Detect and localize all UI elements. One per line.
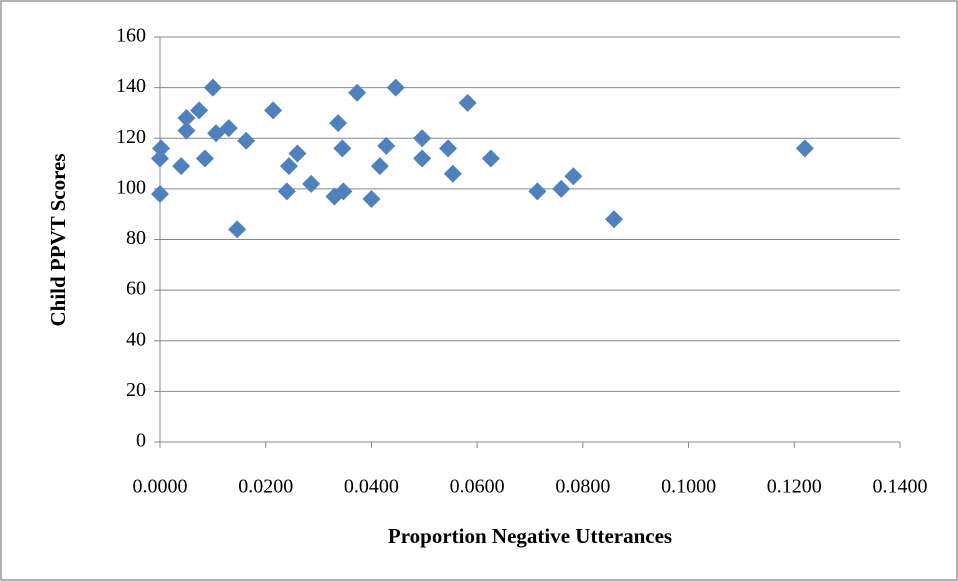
y-tick-label: 100 [116,176,146,198]
point [177,121,196,140]
point [279,157,298,176]
point [190,101,209,120]
point [605,210,624,229]
point [288,144,307,163]
point [277,182,296,201]
point [439,139,458,158]
point [528,182,547,201]
point [348,83,367,102]
x-tick-label: 0.0800 [555,476,610,498]
x-axis-title: Proportion Negative Utterances [388,524,672,548]
point [377,136,396,155]
x-tick-label: 0.1400 [873,476,928,498]
point [228,220,247,239]
point [362,190,381,208]
point [195,149,214,168]
y-tick-label: 140 [116,75,146,97]
point [219,119,238,138]
point [481,149,500,168]
point [172,157,191,176]
x-tick-label: 0.0600 [450,476,505,498]
y-tick-label: 40 [126,328,146,350]
x-tick-label: 0.1000 [661,476,716,498]
point [413,149,432,168]
point [264,101,283,120]
x-tick-label: 0.0000 [133,476,188,498]
y-tick-label: 120 [116,126,146,148]
point [177,109,196,127]
point [302,174,321,193]
y-tick-label: 60 [126,278,146,300]
x-tick-label: 0.0200 [238,476,293,498]
point [329,114,348,133]
y-tick-label: 160 [116,25,146,47]
point [443,164,462,183]
point [151,149,169,168]
point [370,157,389,176]
point [795,139,814,158]
point [334,182,353,201]
y-tick-label: 20 [126,379,146,401]
point [203,78,222,97]
y-tick-label: 80 [126,227,146,249]
point [237,131,256,150]
point [333,139,352,158]
point [564,167,583,186]
x-tick-label: 0.0400 [344,476,399,498]
point [458,93,477,112]
x-tick-label: 0.1200 [767,476,822,498]
point [413,129,432,148]
y-axis-title: Child PPVT Scores [46,153,70,326]
point [386,78,405,97]
point [151,184,169,203]
y-tick-label: 0 [136,430,146,452]
point [152,139,171,158]
point [552,179,571,198]
